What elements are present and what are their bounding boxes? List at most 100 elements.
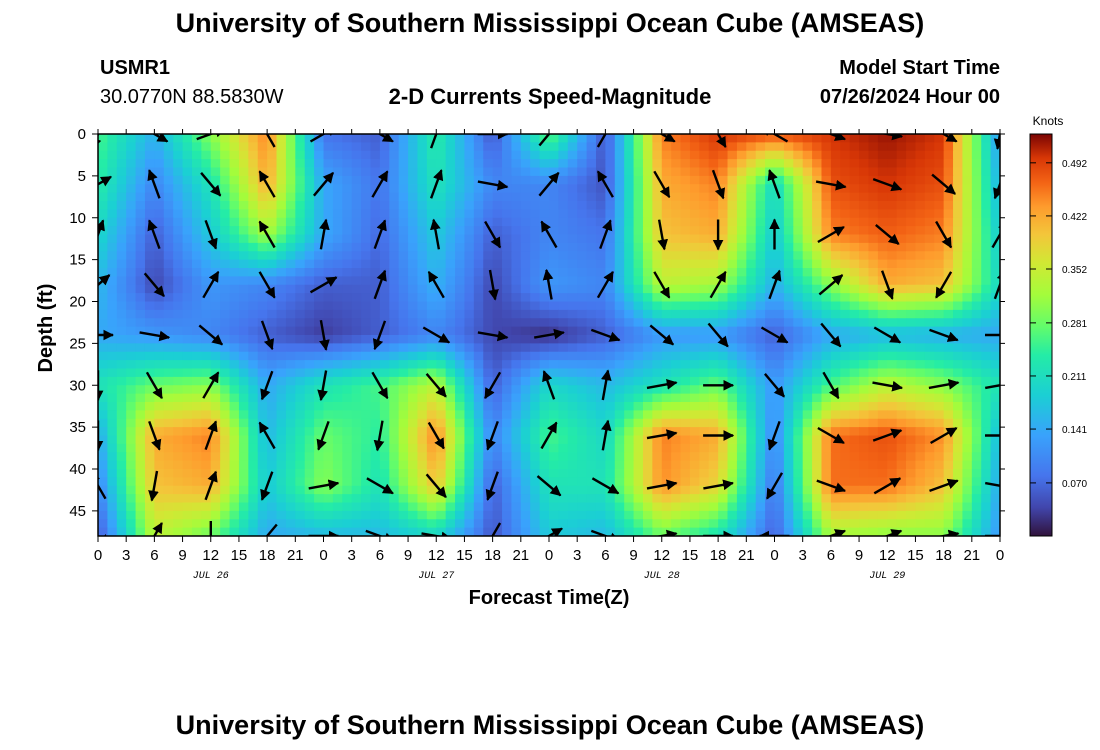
heatmap-cell	[830, 150, 841, 160]
heatmap-cell	[455, 368, 466, 378]
colorbar-tick-label: 0.492	[1062, 159, 1087, 170]
heatmap-cell	[135, 527, 146, 536]
heatmap-cell	[586, 368, 597, 378]
heatmap-cell	[595, 217, 606, 227]
heatmap-cell	[154, 469, 165, 478]
heatmap-cell	[361, 293, 372, 303]
heatmap-cell	[445, 201, 456, 210]
heatmap-cell	[502, 134, 513, 143]
heatmap-cell	[915, 134, 926, 143]
heatmap-cell	[220, 150, 231, 160]
heatmap-cell	[624, 460, 635, 470]
heatmap-cell	[671, 519, 682, 529]
heatmap-cell	[276, 376, 287, 386]
heatmap-cell	[492, 460, 503, 470]
heatmap-cell	[314, 343, 325, 353]
heatmap-cell	[361, 142, 372, 152]
heatmap-cell	[332, 251, 343, 261]
heatmap-cell	[549, 217, 559, 227]
heatmap-cell	[492, 435, 503, 445]
heatmap-cell	[135, 217, 146, 227]
heatmap-cell	[229, 410, 240, 420]
heatmap-cell	[154, 418, 165, 428]
heatmap-cell	[201, 134, 212, 143]
heatmap-cell	[567, 494, 578, 504]
heatmap-cell	[718, 402, 729, 411]
heatmap-cell	[605, 318, 616, 328]
heatmap-cell	[314, 284, 325, 294]
heatmap-cell	[304, 175, 315, 185]
heatmap-cell	[642, 510, 653, 520]
heatmap-cell	[285, 402, 296, 411]
heatmap-cell	[304, 318, 315, 328]
heatmap-cell	[699, 293, 710, 303]
heatmap-cell	[990, 301, 1000, 311]
heatmap-cell	[699, 134, 710, 143]
heatmap-cell	[257, 234, 268, 244]
heatmap-cell	[201, 226, 212, 236]
heatmap-cell	[802, 226, 813, 236]
heatmap-cell	[220, 435, 231, 445]
heatmap-cell	[276, 242, 287, 252]
heatmap-cell	[830, 368, 841, 378]
x-tick-label: 12	[202, 547, 219, 564]
heatmap-cell	[342, 510, 353, 520]
heatmap-cell	[887, 519, 898, 529]
heatmap-cell	[370, 418, 381, 428]
heatmap-cell	[520, 351, 531, 361]
heatmap-cell	[361, 477, 372, 487]
heatmap-cell	[765, 519, 776, 529]
heatmap-cell	[605, 159, 616, 169]
heatmap-cell	[370, 201, 381, 210]
heatmap-cell	[661, 268, 672, 277]
heatmap-cell	[642, 318, 653, 328]
heatmap-cell	[144, 326, 155, 336]
heatmap-cell	[238, 385, 249, 395]
heatmap-cell	[285, 351, 296, 361]
heatmap-cell	[502, 326, 513, 336]
heatmap-cell	[257, 335, 268, 344]
heatmap-cell	[116, 167, 127, 177]
heatmap-cell	[746, 284, 757, 294]
heatmap-cell	[821, 418, 832, 428]
heatmap-cell	[173, 460, 184, 470]
heatmap-cell	[389, 259, 400, 269]
heatmap-cell	[633, 184, 644, 194]
heatmap-cell	[257, 360, 268, 370]
heatmap-cell	[502, 242, 513, 252]
heatmap-cell	[849, 167, 860, 177]
heatmap-cell	[708, 343, 719, 353]
heatmap-cell	[633, 443, 644, 453]
heatmap-cell	[351, 318, 362, 328]
heatmap-cell	[990, 251, 1000, 261]
heatmap-cell	[276, 259, 287, 269]
heatmap-cell	[549, 159, 559, 169]
heatmap-cell	[220, 494, 231, 504]
heatmap-cell	[830, 268, 841, 277]
heatmap-cell	[943, 301, 954, 311]
heatmap-cell	[520, 184, 531, 194]
heatmap-cell	[689, 309, 700, 319]
heatmap-cell	[332, 376, 343, 386]
heatmap-cell	[98, 351, 108, 361]
y-tick-label: 25	[69, 335, 86, 352]
x-tick-label: 21	[738, 547, 755, 564]
heatmap-cell	[473, 301, 484, 311]
heatmap-cell	[671, 284, 682, 294]
heatmap-cell	[426, 343, 437, 353]
heatmap-cell	[868, 427, 879, 437]
heatmap-cell	[389, 184, 400, 194]
heatmap-cell	[304, 142, 315, 152]
heatmap-cell	[614, 368, 625, 378]
heatmap-cell	[915, 326, 926, 336]
heatmap-cell	[736, 351, 747, 361]
heatmap-cell	[652, 309, 663, 319]
heatmap-cell	[332, 427, 343, 437]
heatmap-cell	[436, 192, 447, 202]
heatmap-cell	[201, 502, 212, 512]
heatmap-cell	[624, 184, 635, 194]
heatmap-cell	[746, 343, 757, 353]
heatmap-cell	[304, 201, 315, 210]
heatmap-cell	[595, 293, 606, 303]
heatmap-cell	[971, 268, 982, 277]
